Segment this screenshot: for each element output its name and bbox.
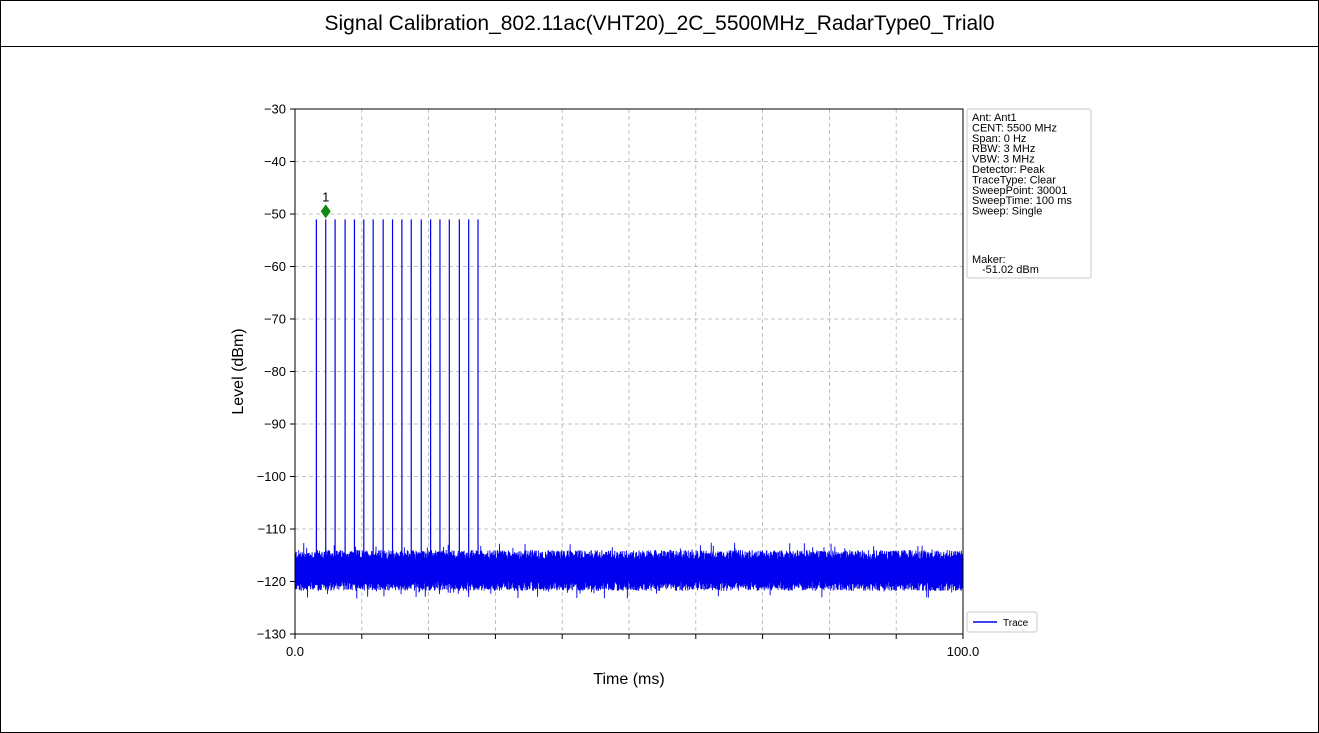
info-box-frame: [966, 108, 1092, 279]
maker-value: -51.02 dBm: [982, 264, 1039, 276]
info-line: RBW: 3 MHz: [972, 143, 1035, 155]
info-line: CENT: 5500 MHz: [972, 122, 1057, 134]
x-axis-label: Time (ms): [593, 671, 664, 688]
title-bar: Signal Calibration_802.11ac(VHT20)_2C_55…: [1, 1, 1318, 47]
maker-label: Maker:: [972, 254, 1006, 266]
marker-1: 1: [320, 189, 331, 219]
legend-frame: [966, 611, 1038, 633]
info-line: Sweep: Single: [972, 206, 1042, 218]
info-line: Span: 0 Hz: [972, 133, 1026, 145]
info-line: SweepTime: 100 ms: [972, 195, 1072, 207]
marker-diamond: [320, 204, 331, 219]
y-tick-label: −100: [257, 469, 286, 484]
y-tick-label: −70: [264, 312, 286, 327]
y-tick-label: −120: [257, 574, 286, 589]
x-axis-ticks: 0.0 100.0: [286, 634, 979, 659]
page-title: Signal Calibration_802.11ac(VHT20)_2C_55…: [324, 11, 995, 35]
chart-svg: −30 −40 −50 −60 −70 −80 −90 −100 −110 −120 −130 0.…: [209, 47, 1112, 732]
legend: Trace: [966, 611, 1038, 633]
y-axis-ticks: −30 −40 −50 −60 −70 −80 −90 −100 −110 −120 −130: [257, 102, 295, 642]
y-tick-label: −40: [264, 154, 286, 169]
y-tick-label: −30: [264, 102, 286, 117]
y-tick-label: −60: [264, 259, 286, 274]
info-line: VBW: 3 MHz: [972, 154, 1035, 166]
trace-series: [294, 219, 964, 599]
info-line: Detector: Peak: [972, 164, 1045, 176]
info-line: Ant: Ant1: [972, 112, 1017, 124]
legend-label-trace: Trace: [1003, 618, 1029, 629]
y-tick-label: −130: [257, 627, 286, 642]
y-tick-label: −50: [264, 207, 286, 222]
y-axis-label: Level (dBm): [230, 328, 247, 414]
info-line: SweepPoint: 30001: [972, 185, 1067, 197]
y-tick-label: −110: [258, 522, 286, 537]
y-tick-label: −90: [264, 417, 286, 432]
noise-floor: [294, 542, 964, 599]
info-line: TraceType: Clear: [972, 174, 1056, 186]
marker-label: 1: [322, 189, 329, 204]
x-tick-label: 100.0: [947, 644, 980, 659]
y-tick-label: −80: [264, 364, 286, 379]
x-tick-label: 0.0: [286, 644, 304, 659]
